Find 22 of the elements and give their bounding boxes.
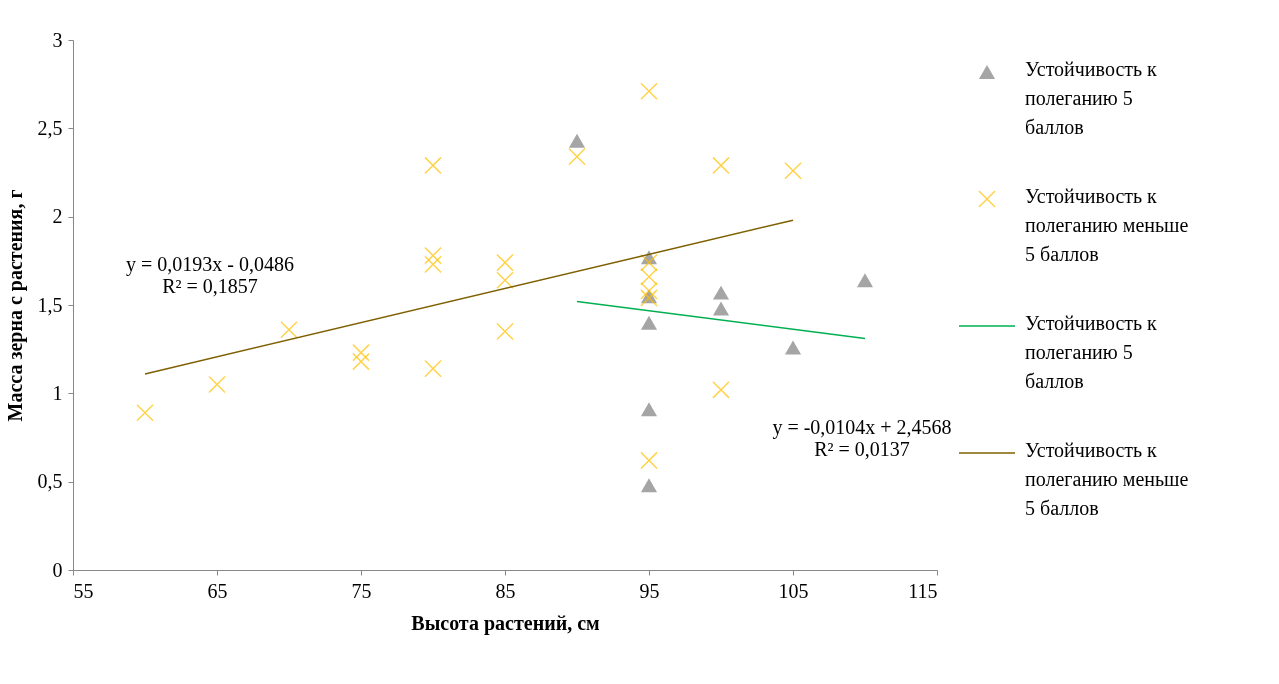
legend-label: Устойчивость к полеганию меньше 5 баллов: [1025, 185, 1189, 265]
y-tick-label: 2: [52, 205, 63, 228]
y-axis-title: Масса зерна с растения, г: [3, 189, 27, 422]
legend-label: Устойчивость к полеганию 5 баллов: [1025, 312, 1158, 392]
y-tick-label: 3: [52, 28, 63, 51]
x-tick-label: 75: [351, 579, 372, 602]
y-tick-label: 0: [52, 558, 63, 581]
x-tick-label: 85: [495, 579, 516, 602]
y-tick-label: 1,5: [37, 293, 63, 316]
annotation: y = 0,0193x - 0,0486 R² = 0,1857: [126, 253, 294, 297]
legend-label: Устойчивость к полеганию меньше 5 баллов: [1025, 439, 1189, 519]
legend-label: Устойчивость к полеганию 5 баллов: [1025, 58, 1158, 138]
x-tick-label: 105: [778, 579, 809, 602]
x-axis-title: Высота растений, см: [411, 611, 600, 635]
x-tick-label: 55: [73, 579, 94, 602]
x-tick-label: 95: [639, 579, 660, 602]
x-tick-label: 65: [207, 579, 228, 602]
annotation: y = -0,0104x + 2,4568 R² = 0,0137: [772, 416, 952, 460]
y-tick-label: 0,5: [37, 470, 63, 493]
y-tick-label: 1: [52, 381, 63, 404]
x-tick-label: 115: [908, 579, 938, 602]
y-tick-label: 2,5: [37, 116, 63, 139]
